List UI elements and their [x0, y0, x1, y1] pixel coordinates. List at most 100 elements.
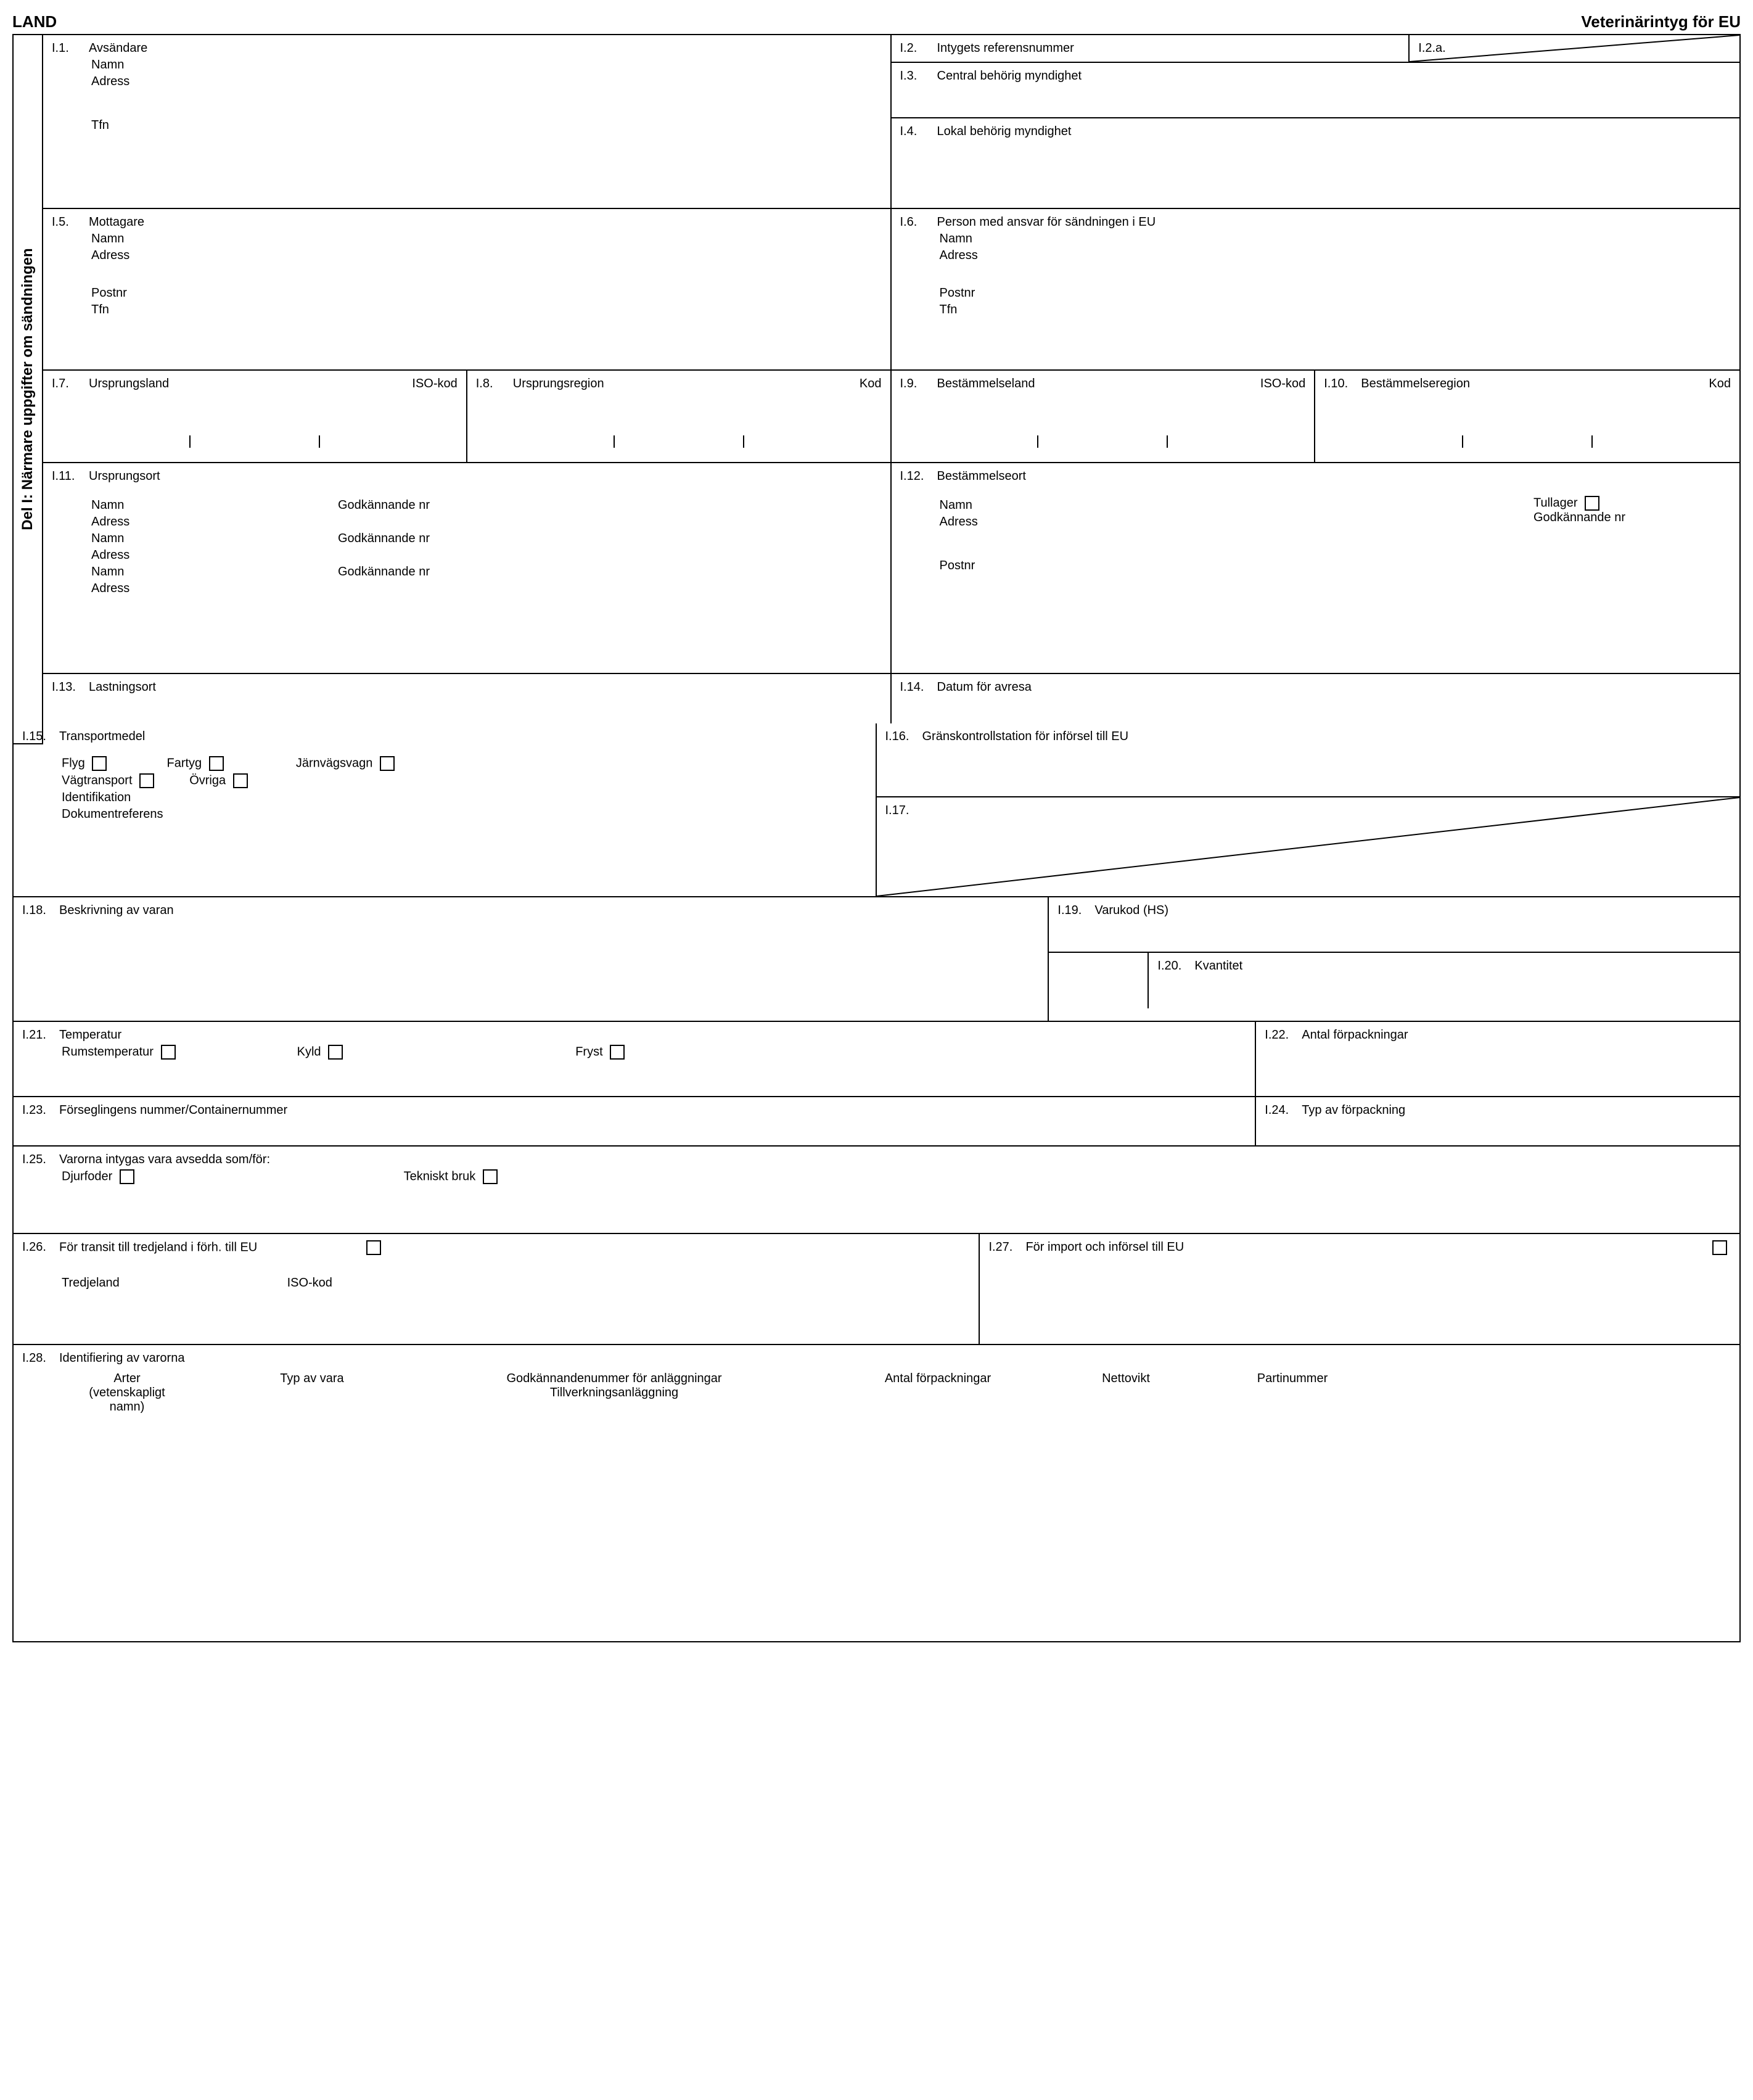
i3-title: Central behörig myndighet [937, 69, 1082, 83]
checkbox-rumstemperatur[interactable] [161, 1045, 176, 1060]
i22-num: I.22. [1265, 1028, 1302, 1042]
box-i19: I.19.Varukod (HS) [1049, 897, 1739, 953]
i13-title: Lastningsort [89, 680, 156, 694]
i28-c3b: Tillverkningsanläggning [417, 1386, 811, 1400]
box-i4: I.4.Lokal behörig myndighet [892, 118, 1740, 174]
box-i2: I.2.Intygets referensnummer [892, 35, 1410, 62]
checkbox-vagtransport[interactable] [139, 773, 154, 788]
checkbox-ovriga[interactable] [233, 773, 248, 788]
i21-title: Temperatur [59, 1028, 121, 1042]
diagonal-line-icon [1410, 35, 1739, 62]
box-i14: I.14.Datum för avresa [892, 674, 1740, 723]
i6-tfn: Tfn [940, 303, 1731, 317]
i17-num: I.17. [885, 804, 909, 817]
i25-num: I.25. [22, 1153, 59, 1167]
i11-num: I.11. [52, 469, 89, 484]
i25-tekniskt: Tekniskt bruk [404, 1169, 476, 1183]
i5-adress: Adress [91, 249, 882, 263]
i27-num: I.27. [988, 1240, 1025, 1254]
i12-adress: Adress [940, 515, 1534, 529]
i4-num: I.4. [900, 125, 937, 139]
i7-title: Ursprungsland [89, 377, 169, 390]
box-i15: I.15.Transportmedel Flyg Fartyg Järnvägs… [14, 723, 877, 896]
i5-postnr: Postnr [91, 286, 882, 300]
i15-title: Transportmedel [59, 730, 145, 743]
i11-title: Ursprungsort [89, 469, 160, 483]
box-i7: I.7.Ursprungsland ISO-kod [43, 371, 467, 462]
i20-num: I.20. [1157, 959, 1194, 973]
i23-num: I.23. [22, 1103, 59, 1118]
i12-namn: Namn [940, 498, 1534, 513]
i16-num: I.16. [885, 730, 922, 744]
i28-num: I.28. [22, 1351, 59, 1365]
row-21-22: I.21.Temperatur Rumstemperatur Kyld Frys… [14, 1022, 1739, 1097]
i11-n1: Namn [91, 498, 338, 513]
checkbox-i26[interactable] [366, 1240, 381, 1255]
page: LAND Veterinärintyg för EU Del I: Närmar… [12, 12, 1741, 1642]
i20-title: Kvantitet [1194, 959, 1242, 973]
box-i2a: I.2.a. [1410, 35, 1739, 62]
i12-postnr: Postnr [940, 559, 1534, 573]
checkbox-tekniskt[interactable] [483, 1169, 498, 1184]
i4-title: Lokal behörig myndighet [937, 125, 1072, 138]
checkbox-fryst[interactable] [610, 1045, 625, 1060]
box-i12: I.12.Bestämmelseort Namn Adress Postnr T… [892, 463, 1740, 673]
i26-title: För transit till tredjeland i förh. till… [59, 1240, 257, 1254]
i9-iso: ISO-kod [1260, 377, 1305, 391]
box-i3: I.3.Central behörig myndighet [892, 63, 1740, 118]
box-i18: I.18.Beskrivning av varan [14, 897, 1049, 1021]
checkbox-i27[interactable] [1712, 1240, 1727, 1255]
i16-title: Gränskontrollstation för införsel till E… [922, 730, 1129, 743]
checkbox-djurfoder[interactable] [120, 1169, 134, 1184]
i7-num: I.7. [52, 377, 89, 391]
box-i24: I.24.Typ av förpackning [1256, 1097, 1739, 1145]
i28-c4: Antal förpackningar [836, 1372, 1040, 1414]
row-13-14: I.13.Lastningsort I.14.Datum för avresa [43, 674, 1739, 723]
i5-title: Mottagare [89, 215, 144, 229]
box-i13: I.13.Lastningsort [43, 674, 892, 723]
i1-tfn: Tfn [91, 118, 882, 133]
lower-grid: I.15.Transportmedel Flyg Fartyg Järnvägs… [14, 723, 1739, 1641]
box-i16: I.16.Gränskontrollstation för införsel t… [877, 723, 1740, 797]
row-1: I.1.Avsändare Namn Adress Tfn I.2.Intyge… [43, 35, 1739, 209]
checkbox-tullager[interactable] [1585, 496, 1599, 511]
i5-namn: Namn [91, 232, 882, 246]
i10-title: Bestämmelseregion [1361, 377, 1470, 390]
i28-title: Identifiering av varorna [59, 1351, 184, 1365]
i1-namn: Namn [91, 58, 882, 72]
i11-g1: Godkännande nr [338, 498, 430, 512]
row-25: I.25.Varorna intygas vara avsedda som/fö… [14, 1147, 1739, 1234]
box-i23: I.23.Förseglingens nummer/Containernumme… [14, 1097, 1256, 1145]
i7-iso: ISO-kod [412, 377, 457, 391]
i11-n2: Namn [91, 532, 338, 546]
i28-c5: Nettovikt [1064, 1372, 1188, 1414]
i8-num: I.8. [476, 377, 513, 391]
i24-num: I.24. [1265, 1103, 1302, 1118]
i15-vag: Vägtransport [62, 773, 133, 787]
i24-title: Typ av förpackning [1302, 1103, 1405, 1117]
i28-columns: Arter (vetenskapligt namn) Typ av vara G… [47, 1372, 1731, 1414]
i6-postnr: Postnr [940, 286, 1731, 300]
box-i19-20: I.19.Varukod (HS) I.20.Kvantitet [1049, 897, 1739, 1021]
i1-num: I.1. [52, 41, 89, 56]
i10-num: I.10. [1324, 377, 1361, 391]
i21-kyld: Kyld [297, 1045, 321, 1058]
i12-title: Bestämmelseort [937, 469, 1027, 483]
checkbox-kyld[interactable] [328, 1045, 343, 1060]
i2a-num: I.2.a. [1418, 41, 1445, 55]
box-i28: I.28.Identifiering av varorna Arter (vet… [14, 1345, 1739, 1641]
i15-ovriga: Övriga [189, 773, 226, 787]
i12-tullager: Tullager [1533, 496, 1578, 509]
i6-num: I.6. [900, 215, 937, 229]
i9-title: Bestämmelseland [937, 377, 1035, 390]
checkbox-fartyg[interactable] [209, 756, 224, 771]
box-i11: I.11.Ursprungsort NamnGodkännande nr Adr… [43, 463, 892, 673]
checkbox-flyg[interactable] [92, 756, 107, 771]
i28-c2: Typ av vara [232, 1372, 392, 1414]
box-i1: I.1.Avsändare Namn Adress Tfn [43, 35, 892, 208]
checkbox-jarnvag[interactable] [380, 756, 395, 771]
i3-num: I.3. [900, 69, 937, 83]
i1-adress: Adress [91, 75, 882, 89]
i27-title: För import och införsel till EU [1025, 1240, 1184, 1254]
i11-a1: Adress [91, 515, 882, 529]
